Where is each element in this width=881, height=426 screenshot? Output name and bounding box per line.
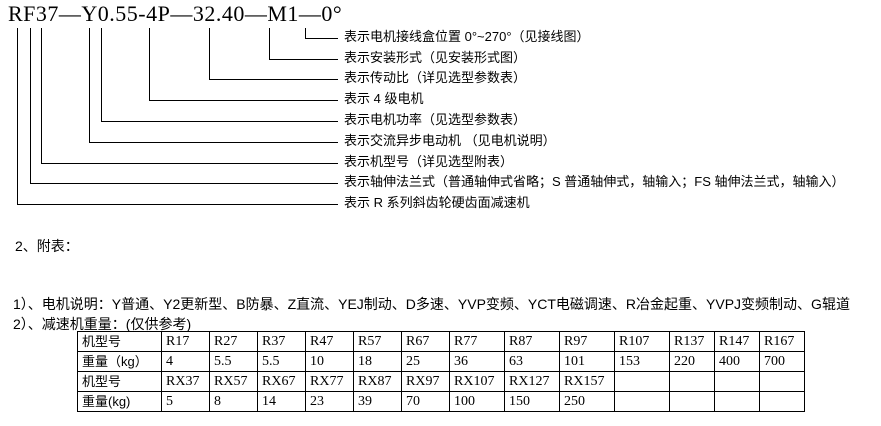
value-cell: 5 xyxy=(161,391,210,412)
note-line-reducer-weight: 2）、减速机重量：(仅供参考) xyxy=(13,316,192,332)
value-cell xyxy=(669,391,715,412)
value-cell: 220 xyxy=(669,351,715,372)
value-cell: RX67 xyxy=(257,371,306,392)
value-cell: R107 xyxy=(614,331,670,352)
callout-hline xyxy=(149,100,338,101)
callout-vline xyxy=(41,28,42,164)
row-label-cell: 重量(kg) xyxy=(77,391,162,412)
value-cell: R77 xyxy=(449,331,505,352)
value-cell: R97 xyxy=(559,331,615,352)
value-cell: R37 xyxy=(257,331,306,352)
value-cell: 25 xyxy=(401,351,450,372)
value-cell: 70 xyxy=(401,391,450,412)
value-cell: 4 xyxy=(161,351,210,372)
value-cell: 5.5 xyxy=(257,351,306,372)
callout-vline xyxy=(305,28,306,39)
callout-label: 表示电机接线盒位置 0°~270°（见接线图） xyxy=(344,29,590,44)
value-cell: R87 xyxy=(504,331,560,352)
value-cell: 150 xyxy=(504,391,560,412)
appendix-heading: 2、附表： xyxy=(15,238,79,254)
value-cell: RX97 xyxy=(401,371,450,392)
callout-label: 表示机型号（详见选型附表） xyxy=(344,154,514,169)
value-cell xyxy=(669,371,715,392)
table-row: 重量（kg） 4 5.5 5.5 10 18 25 36 63 101 153 220 400 700 xyxy=(77,351,805,372)
value-cell: 14 xyxy=(257,391,306,412)
callout-label: 表示 R 系列斜齿轮硬齿面减速机 xyxy=(344,195,530,210)
callout-label: 表示 4 级电机 xyxy=(344,91,424,106)
callout-label: 表示传动比（详见选型参数表） xyxy=(344,70,527,85)
callout-label: 表示交流异步电动机 （见电机说明） xyxy=(344,133,556,148)
value-cell: 153 xyxy=(614,351,670,372)
callout-vline xyxy=(269,28,270,60)
callout-vline xyxy=(30,28,31,184)
callout-hline xyxy=(305,38,338,39)
callout-vline xyxy=(149,28,150,101)
note-line-motor-types: 1）、电机说明：Y普通、Y2更新型、B防暴、Z直流、YEJ制动、D多速、YVP变… xyxy=(13,296,850,312)
callout-vline xyxy=(101,28,102,122)
callout-vline xyxy=(89,28,90,143)
value-cell xyxy=(759,391,805,412)
table-row: 重量(kg) 5 8 14 23 39 70 100 150 250 xyxy=(77,391,805,412)
callout-hline xyxy=(209,79,338,80)
value-cell: RX107 xyxy=(449,371,505,392)
row-label-cell: 机型号 xyxy=(77,331,162,352)
value-cell xyxy=(614,391,670,412)
value-cell: 63 xyxy=(504,351,560,372)
value-cell xyxy=(759,371,805,392)
value-cell: 700 xyxy=(759,351,805,372)
value-cell: 23 xyxy=(305,391,354,412)
value-cell: RX157 xyxy=(559,371,615,392)
value-cell xyxy=(614,371,670,392)
value-cell: 39 xyxy=(353,391,402,412)
value-cell: RX37 xyxy=(161,371,210,392)
value-cell: RX57 xyxy=(209,371,258,392)
callout-hline xyxy=(30,183,338,184)
value-cell: RX127 xyxy=(504,371,560,392)
value-cell: R67 xyxy=(401,331,450,352)
value-cell: 5.5 xyxy=(209,351,258,372)
value-cell: 250 xyxy=(559,391,615,412)
callout-label: 表示轴伸法兰式（普通轴伸式省略；S 普通轴伸式，轴输入；FS 轴伸法兰式，轴输入… xyxy=(344,174,845,189)
value-cell: R27 xyxy=(209,331,258,352)
callout-label: 表示安装形式（见安装形式图） xyxy=(344,50,527,65)
callout-vline xyxy=(209,28,210,80)
value-cell: R47 xyxy=(305,331,354,352)
value-cell xyxy=(714,371,760,392)
value-cell: 18 xyxy=(353,351,402,372)
table-row: 机型号 RX37 RX57 RX67 RX77 RX87 RX97 RX107 RX127 RX1… xyxy=(77,371,805,392)
callout-hline xyxy=(269,59,338,60)
callout-hline xyxy=(101,121,338,122)
weight-table: 机型号 R17 R27 R37 R47 R57 R67 R77 R87 R97 R107 R137 R1… xyxy=(77,331,805,412)
callout-hline xyxy=(17,204,338,205)
model-code-title: RF37—Y0.55-4P—32.40—M1—0° xyxy=(8,1,343,26)
table-row: 机型号 R17 R27 R37 R47 R57 R67 R77 R87 R97 R107 R137 R1… xyxy=(77,331,805,352)
row-label-cell: 重量（kg） xyxy=(77,351,162,372)
value-cell: R17 xyxy=(161,331,210,352)
value-cell: 101 xyxy=(559,351,615,372)
callout-label: 表示电机功率（见选型参数表） xyxy=(344,112,527,127)
callout-vline xyxy=(17,28,18,205)
callout-hline xyxy=(41,163,338,164)
value-cell: 36 xyxy=(449,351,505,372)
value-cell: RX87 xyxy=(353,371,402,392)
callout-hline xyxy=(89,142,338,143)
value-cell: 400 xyxy=(714,351,760,372)
value-cell: RX77 xyxy=(305,371,354,392)
value-cell: 10 xyxy=(305,351,354,372)
value-cell: R147 xyxy=(714,331,760,352)
value-cell xyxy=(714,391,760,412)
value-cell: 100 xyxy=(449,391,505,412)
row-label-cell: 机型号 xyxy=(77,371,162,392)
value-cell: R167 xyxy=(759,331,805,352)
value-cell: 8 xyxy=(209,391,258,412)
value-cell: R57 xyxy=(353,331,402,352)
value-cell: R137 xyxy=(669,331,715,352)
